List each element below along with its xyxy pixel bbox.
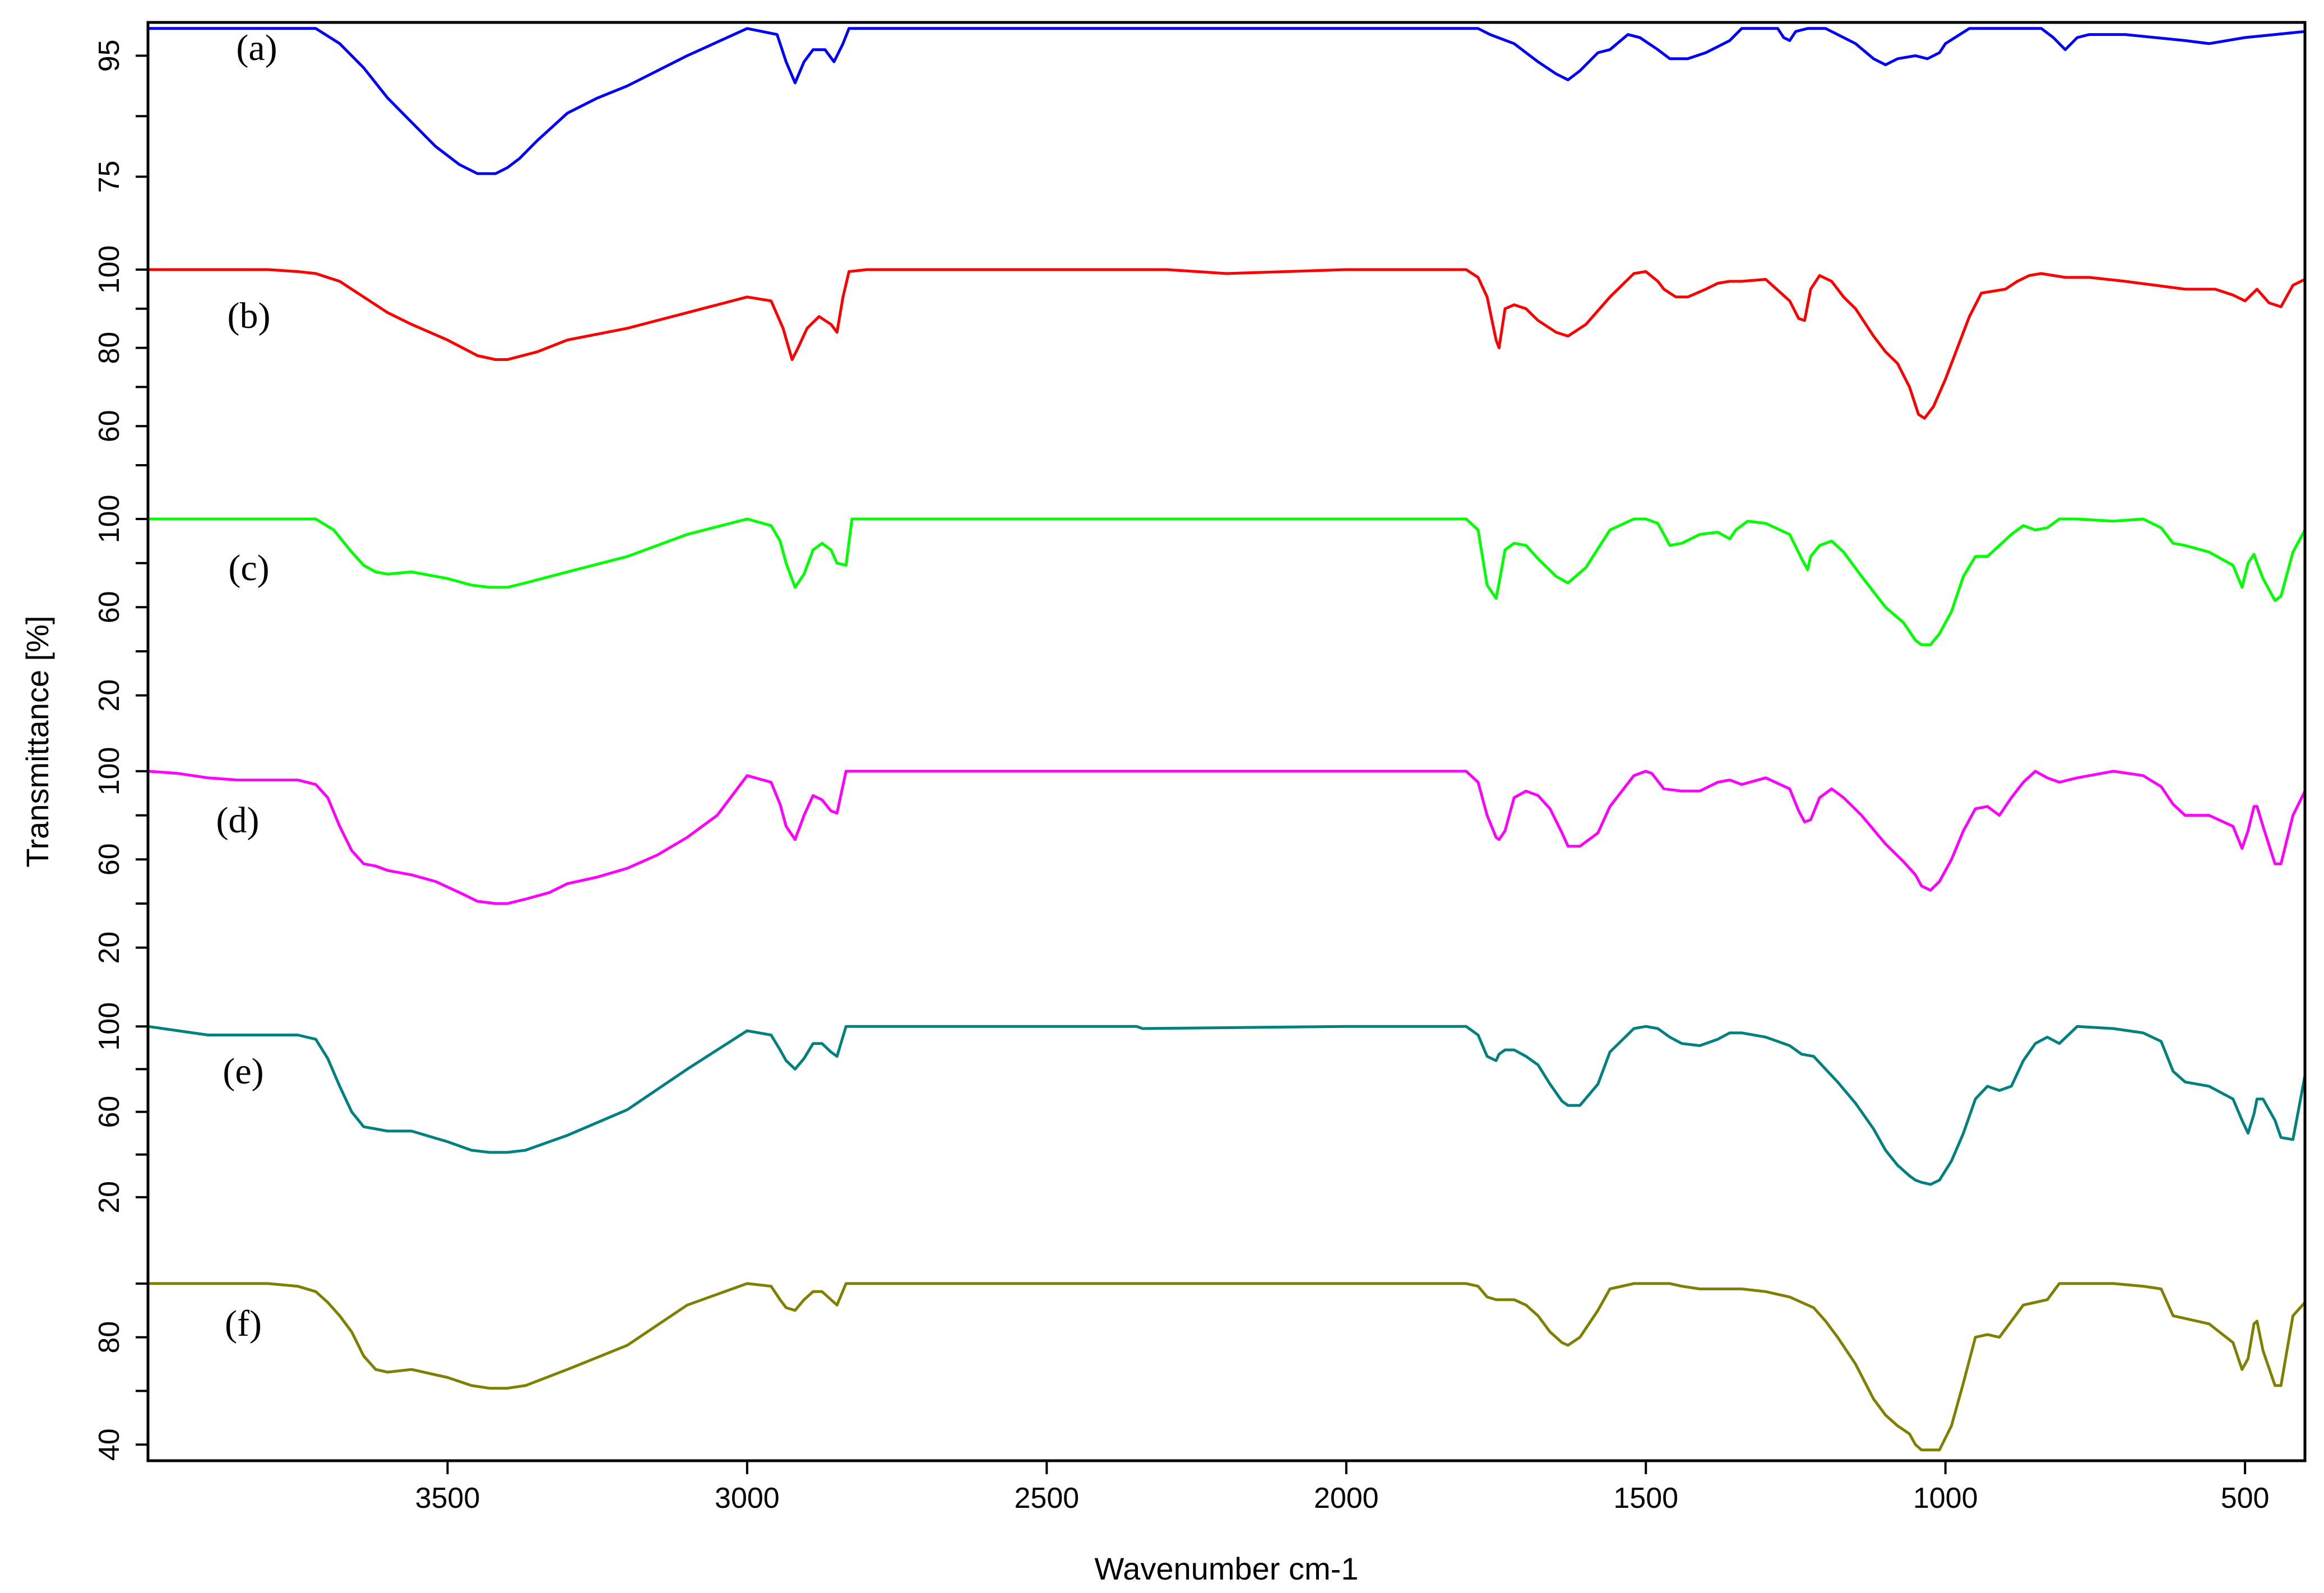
y-tick-label: 20 xyxy=(93,679,126,712)
panels: 9575(a)1008060(b)1006020(c)1006020(d)100… xyxy=(93,27,2307,1461)
panel-f: 80 40 (f) xyxy=(93,1282,2306,1461)
panel-e: 100 60 20 (e) xyxy=(93,1002,2307,1214)
panel-a: 95 75 (a) xyxy=(93,27,2306,193)
panel-label: (f) xyxy=(225,1303,262,1344)
series-line xyxy=(148,268,2306,420)
y-tick-label: 100 xyxy=(93,747,126,795)
x-tick-label: 1000 xyxy=(1913,1482,1978,1515)
y-tick-label: 40 xyxy=(93,1428,126,1461)
y-tick-label: 95 xyxy=(93,39,126,72)
series-line xyxy=(148,1282,2306,1452)
plot-frame xyxy=(146,21,2307,1462)
y-tick-label: 60 xyxy=(93,410,126,442)
series-line xyxy=(148,517,2307,646)
y-tick-label: 60 xyxy=(93,591,126,623)
x-tick-label: 3500 xyxy=(415,1482,480,1515)
x-tick-label: 500 xyxy=(2221,1482,2270,1515)
panel-label: (b) xyxy=(228,295,271,336)
y-tick-label: 100 xyxy=(93,494,126,543)
panel-label: (d) xyxy=(216,800,260,841)
panel-d: 100 60 20 (d) xyxy=(93,747,2307,964)
y-axis-label: Transmittance [%] xyxy=(20,615,55,867)
y-tick-label: 80 xyxy=(93,332,126,364)
x-tick-label: 2500 xyxy=(1014,1482,1079,1515)
y-tick-label: 60 xyxy=(93,1096,126,1128)
panel-c: 100 60 20 (c) xyxy=(93,494,2307,712)
y-tick-label: 20 xyxy=(93,932,126,964)
series-line xyxy=(147,1025,2307,1186)
y-tick-label: 100 xyxy=(93,1002,126,1051)
y-tick-label: 20 xyxy=(93,1181,126,1214)
series-line xyxy=(147,770,2307,905)
y-tick-label: 60 xyxy=(93,843,126,876)
x-tick-label: 2000 xyxy=(1314,1482,1379,1515)
y-tick-label: 75 xyxy=(93,160,126,193)
panel-label: (e) xyxy=(223,1051,263,1092)
x-axis-label: Wavenumber cm-1 xyxy=(1095,1551,1359,1586)
series-line xyxy=(148,27,2306,175)
x-tick-label: 1500 xyxy=(1613,1482,1678,1515)
y-tick-label: 100 xyxy=(93,246,126,294)
panel-b: 100 80 60 (b) xyxy=(93,246,2306,466)
panel-label: (a) xyxy=(236,27,277,68)
x-tick-label: 3000 xyxy=(715,1482,780,1515)
panel-label: (c) xyxy=(228,548,269,589)
y-tick-label: 80 xyxy=(93,1321,126,1354)
x-axis: 3500 3000 2500 2000 1500 1000 500 xyxy=(415,1461,2270,1515)
